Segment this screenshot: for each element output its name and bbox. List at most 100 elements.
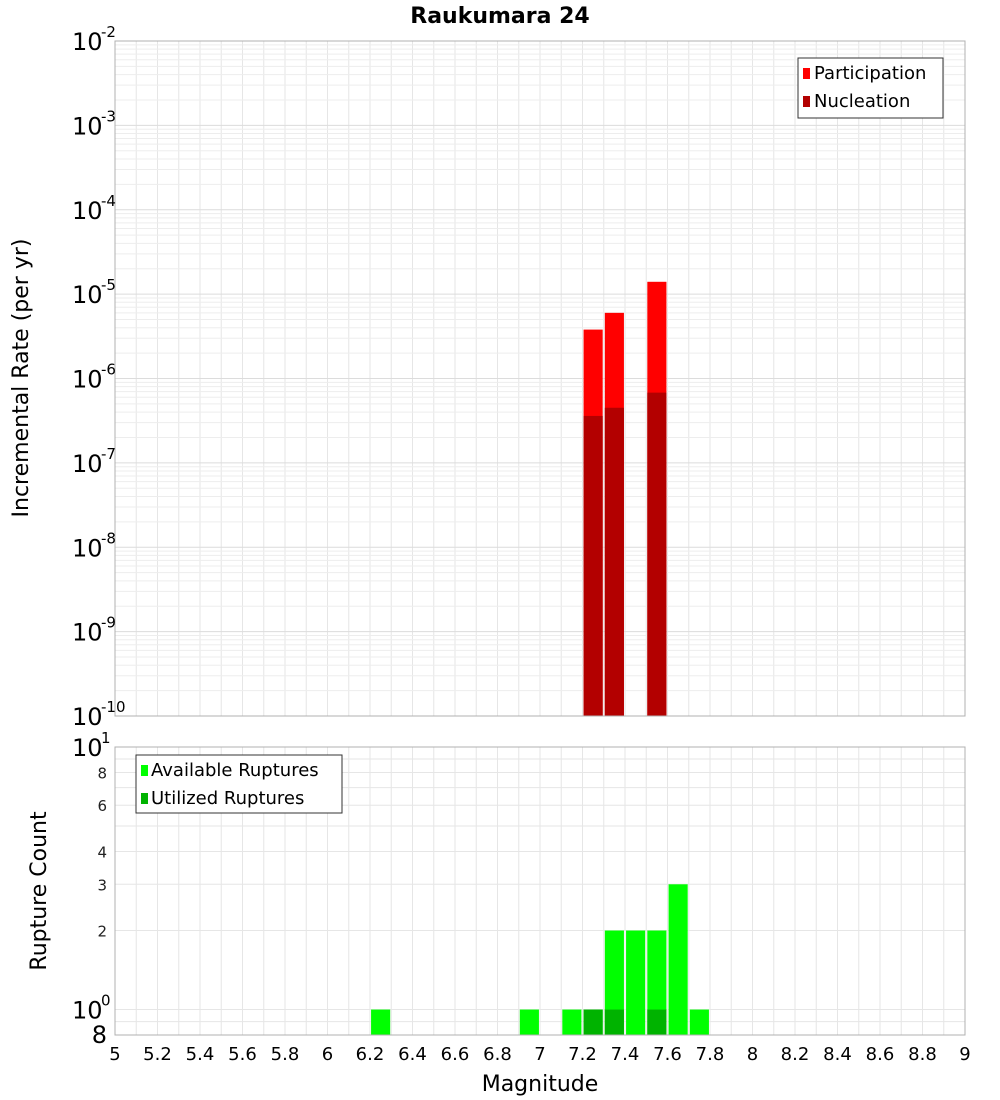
bar-available-ruptures <box>371 1009 391 1035</box>
bottom-y-tick-minor: 3 <box>97 876 107 894</box>
legend-swatch <box>141 765 148 776</box>
tick-exponent: -7 <box>101 445 116 463</box>
x-tick-label: 7 <box>534 1044 545 1065</box>
tick-base: 10 <box>72 534 103 562</box>
tick-exponent: -8 <box>101 529 116 547</box>
tick-exponent: -10 <box>101 698 126 716</box>
tick-base: 10 <box>72 997 103 1025</box>
legend-swatch <box>141 793 148 804</box>
bottom-y-tick-minor: 8 <box>97 764 107 782</box>
x-tick-label: 5.6 <box>228 1044 257 1065</box>
top-y-tick: 10-7 <box>72 445 116 478</box>
tick-exponent: -6 <box>101 361 116 379</box>
x-tick-label: 7.4 <box>611 1044 640 1065</box>
tick-exponent: -4 <box>101 192 116 210</box>
tick-base: 10 <box>72 619 103 647</box>
bottom-plot-border <box>114 746 966 1036</box>
x-tick-label: 8.4 <box>823 1044 852 1065</box>
tick-exponent: 0 <box>101 992 111 1010</box>
top-bars <box>583 281 667 716</box>
tick-base: 10 <box>72 450 103 478</box>
bottom-bars <box>371 884 709 1035</box>
bottom-y-tick-minor: 6 <box>97 797 107 815</box>
top-y-tick: 10-5 <box>72 276 116 309</box>
top-y-axis-label: Incremental Rate (per yr) <box>9 239 34 518</box>
x-tick-label: 8.6 <box>866 1044 895 1065</box>
x-tick-label: 5.8 <box>271 1044 300 1065</box>
bar-utilized-ruptures <box>604 1009 624 1035</box>
x-tick-label: 7.6 <box>653 1044 682 1065</box>
x-tick-label: 7.2 <box>568 1044 597 1065</box>
x-tick-label: 5 <box>109 1044 120 1065</box>
bar-available-ruptures <box>689 1009 709 1035</box>
top-y-tick: 10-2 <box>72 23 116 56</box>
bar-available-ruptures <box>519 1009 539 1035</box>
legend-label: Utilized Ruptures <box>151 788 304 809</box>
bar-nucleation <box>604 407 624 716</box>
bar-nucleation <box>647 392 667 716</box>
chart-title: Raukumara 24 <box>410 4 589 29</box>
top-y-tick: 10-10 <box>72 698 126 731</box>
tick-base: 10 <box>72 28 103 56</box>
legend-swatch <box>803 96 810 107</box>
tick-exponent: -9 <box>101 614 116 632</box>
bottom-y-tick-minor: 2 <box>97 923 107 941</box>
x-tick-label: 5.4 <box>186 1044 215 1065</box>
x-tick-label: 6.8 <box>483 1044 512 1065</box>
x-tick-label: 6.2 <box>356 1044 385 1065</box>
bar-available-ruptures <box>668 884 688 1035</box>
bottom-y-tick-major: 100 <box>72 992 111 1025</box>
legend-label: Participation <box>814 63 926 84</box>
top-legend: Participation Nucleation <box>797 57 944 119</box>
top-y-tick: 10-9 <box>72 614 116 647</box>
x-tick-label: 6.4 <box>398 1044 427 1065</box>
tick-exponent: 1 <box>101 729 111 747</box>
top-y-tick: 10-3 <box>72 107 116 140</box>
x-tick-label: 8.8 <box>908 1044 937 1065</box>
bar-utilized-ruptures <box>647 1009 667 1035</box>
tick-exponent: -3 <box>101 107 116 125</box>
x-tick-label: 6.6 <box>441 1044 470 1065</box>
tick-base: 10 <box>72 281 103 309</box>
top-y-tick: 10-6 <box>72 361 116 394</box>
bar-available-ruptures <box>562 1009 582 1035</box>
x-ticks: 5 5.2 5.4 5.6 5.8 6 6.2 6.4 6.6 6.8 7 7.2 7.4 7.6 7.8 8… <box>109 1044 970 1065</box>
bar-nucleation <box>583 415 603 716</box>
tick-base: 10 <box>72 734 103 762</box>
top-grid <box>114 41 966 717</box>
bar-available-ruptures <box>626 930 646 1035</box>
bottom-legend: Available Ruptures Utilized Ruptures <box>135 754 343 814</box>
tick-base: 10 <box>72 366 103 394</box>
bottom-y-tick-major: 101 <box>72 729 111 762</box>
x-tick-label: 6 <box>322 1044 333 1065</box>
legend-label: Nucleation <box>814 91 910 112</box>
tick-exponent: -2 <box>101 23 116 41</box>
top-y-tick: 10-8 <box>72 529 116 562</box>
tick-base: 10 <box>72 703 103 731</box>
bottom-y-axis-label: Rupture Count <box>27 811 52 971</box>
tick-base: 10 <box>72 197 103 225</box>
tick-base: 10 <box>72 112 103 140</box>
x-tick-label: 8.2 <box>781 1044 810 1065</box>
x-tick-label: 7.8 <box>696 1044 725 1065</box>
x-tick-label: 8 <box>747 1044 758 1065</box>
x-tick-label: 9 <box>959 1044 970 1065</box>
legend-label: Available Ruptures <box>151 760 319 781</box>
top-y-tick: 10-4 <box>72 192 116 225</box>
bar-utilized-ruptures <box>583 1009 603 1035</box>
tick-exponent: -5 <box>101 276 116 294</box>
legend-swatch <box>803 68 810 79</box>
bar-available-ruptures <box>647 930 667 1035</box>
x-axis-label: Magnitude <box>482 1072 599 1097</box>
x-tick-label: 5.2 <box>143 1044 172 1065</box>
bar-available-ruptures <box>604 930 624 1035</box>
legend-box <box>135 754 343 814</box>
bottom-y-tick-minor: 8 <box>92 1021 107 1049</box>
bottom-y-tick-minor: 4 <box>97 843 107 861</box>
legend-box <box>797 57 944 119</box>
